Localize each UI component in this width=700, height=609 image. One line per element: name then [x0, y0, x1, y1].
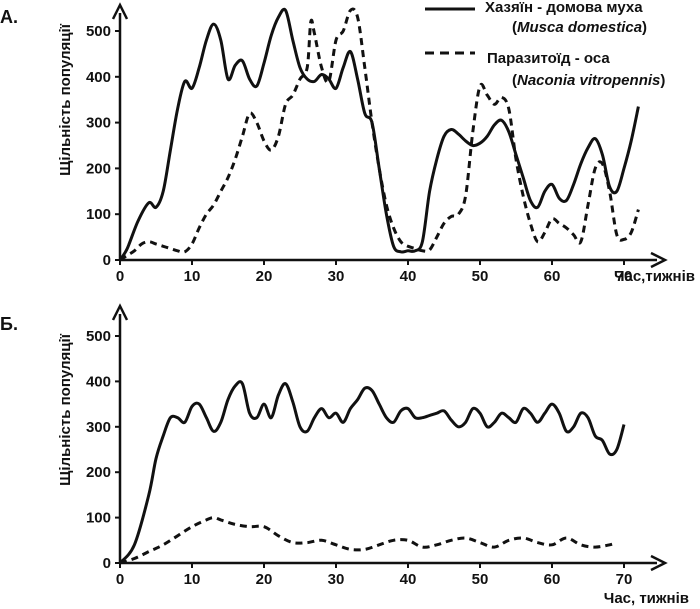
panel-b-series-parasite-line	[119, 516, 618, 565]
panel-b-x-tick-label: 20	[256, 571, 273, 588]
panel-b-y-tick-label: 0	[103, 555, 111, 572]
panel-a-y-tick-label: 0	[103, 252, 111, 269]
legend-parasite-species: (Naconia vitropennis)	[512, 72, 665, 89]
panel-b-x-tick-label: 30	[328, 571, 345, 588]
panel-a-x-tick-label: 60	[544, 268, 561, 285]
panel-a-x-tick-label: 70	[616, 268, 633, 285]
panel-b-y-tick-label: 400	[86, 373, 111, 390]
panel-b-x-tick-label: 40	[400, 571, 417, 588]
panel-a-x-tick-label: 0	[116, 268, 124, 285]
panel-a-x-tick-label: 40	[400, 268, 417, 285]
panel-a-x-axis-arrow	[650, 251, 668, 269]
panel-b-label: Б.	[0, 314, 18, 334]
panel-a-y-tick-label: 200	[86, 160, 111, 177]
panel-a-x-tick-label: 20	[256, 268, 273, 285]
panel-a-x-tick-label: 50	[472, 268, 489, 285]
panel-b-series-host-line	[118, 380, 626, 565]
legend-host-species: (Musca domestica)	[512, 19, 647, 36]
panel-b-chart: Б. Щільність популяції Час, тижнів 0 10 20…	[0, 303, 689, 607]
legend-parasite-label: Паразитоїд - оса	[487, 50, 610, 67]
panel-b-x-tick-label: 70	[616, 571, 633, 588]
panel-b-x-tick-label: 60	[544, 571, 561, 588]
panel-b-x-tick-label: 0	[116, 571, 124, 588]
panel-b-y-tick-label: 500	[86, 328, 111, 345]
panel-b-y-tick-label: 100	[86, 510, 111, 527]
legend: Хазяїн - домова муха (Musca domestica) П…	[425, 0, 665, 89]
panel-a-chart: А. Щільність популяції Час,тижнів 0 10 20 3…	[0, 2, 695, 285]
panel-b-x-tick-label: 10	[184, 571, 201, 588]
panel-b-y-tick-label: 300	[86, 419, 111, 436]
panel-b-y-tick-label: 200	[86, 464, 111, 481]
legend-host-label: Хазяїн - домова муха	[485, 0, 643, 16]
panel-b-y-axis-label: Щільність популяції	[57, 333, 74, 486]
panel-a-y-tick-label: 400	[86, 69, 111, 86]
panel-a-x-tick-label: 10	[184, 268, 201, 285]
panel-a-y-tick-label: 100	[86, 206, 111, 223]
panel-b-x-axis-label: Час, тижнів	[604, 590, 689, 607]
panel-a-y-axis-label: Щільність популяції	[57, 23, 74, 176]
panel-a-x-axis-label: Час,тижнів	[614, 268, 695, 285]
panel-a-x-tick-label: 30	[328, 268, 345, 285]
panel-a-series-parasite-line	[119, 7, 640, 262]
panel-b-x-axis-arrow	[650, 554, 668, 572]
panel-a-y-tick-label: 300	[86, 115, 111, 132]
panel-b-y-axis-arrow	[111, 303, 129, 321]
panel-a-series-host-line	[118, 7, 640, 261]
panel-a-y-axis-arrow	[111, 2, 129, 20]
panel-b-x-tick-label: 50	[472, 571, 489, 588]
panel-a-y-tick-label: 500	[86, 23, 111, 40]
panel-a-label: А.	[0, 7, 18, 27]
